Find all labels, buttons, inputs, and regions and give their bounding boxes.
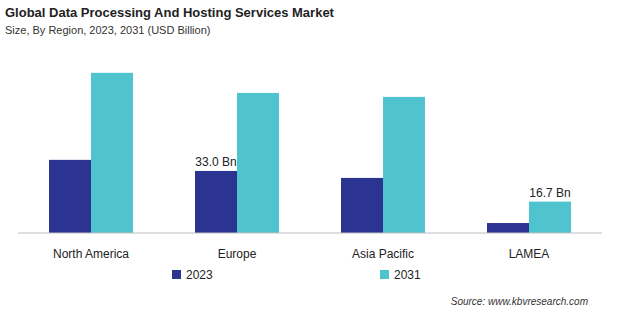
bar	[49, 160, 91, 233]
legend: 2023 2031	[172, 268, 421, 282]
bar	[91, 73, 133, 233]
data-labels: 33.0 Bn 16.7 Bn	[195, 155, 570, 200]
bar	[529, 202, 571, 233]
category-label: LAMEA	[509, 247, 550, 261]
legend-swatch	[380, 270, 389, 279]
bar	[383, 97, 425, 233]
bar	[195, 171, 237, 233]
title: Global Data Processing And Hosting Servi…	[5, 5, 335, 20]
bar	[341, 178, 383, 233]
legend-swatch	[172, 270, 181, 279]
legend-label: 2031	[394, 268, 421, 282]
data-label: 33.0 Bn	[195, 155, 236, 169]
bar	[237, 93, 279, 233]
chart: Global Data Processing And Hosting Servi…	[0, 0, 619, 322]
category-label: Europe	[218, 247, 257, 261]
bars	[49, 73, 571, 233]
data-label: 16.7 Bn	[529, 186, 570, 200]
legend-label: 2023	[186, 268, 213, 282]
category-label: North America	[53, 247, 129, 261]
bar	[487, 223, 529, 233]
category-label: Asia Pacific	[352, 247, 414, 261]
source: Source: www.kbvresearch.com	[451, 296, 588, 307]
baseline	[18, 233, 602, 234]
subtitle: Size, By Region, 2023, 2031 (USD Billion…	[5, 24, 210, 36]
